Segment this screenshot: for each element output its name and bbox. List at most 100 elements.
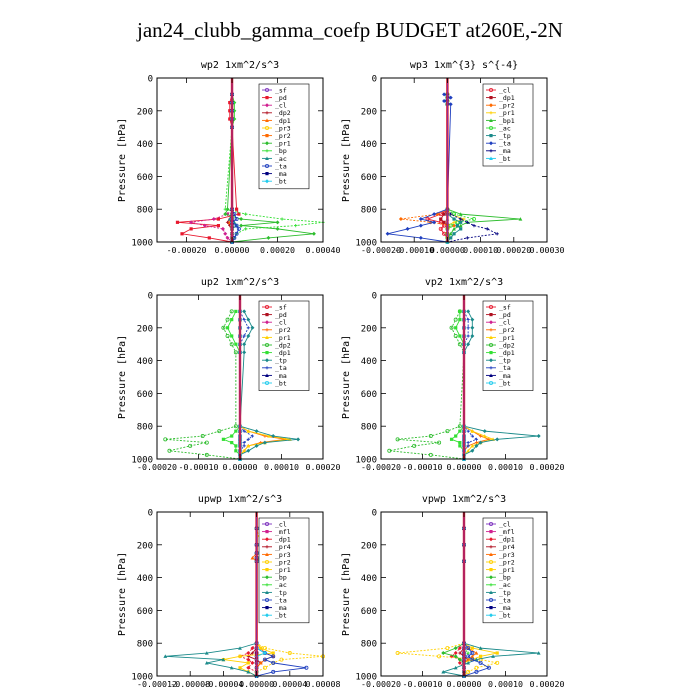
data-point: [258, 660, 263, 665]
data-point: [259, 646, 263, 650]
legend-label: _tp: [499, 357, 511, 365]
y-tick-label: 200: [361, 324, 377, 334]
legend-marker: [265, 96, 269, 100]
y-tick-label: 800: [361, 423, 377, 433]
data-point: [466, 326, 470, 330]
data-point: [441, 651, 446, 656]
data-point: [479, 654, 483, 658]
legend-label: _ma: [499, 147, 511, 155]
legend-label: _dp1: [275, 536, 291, 544]
data-point: [459, 220, 463, 224]
legend-marker: [489, 118, 493, 122]
data-point: [459, 227, 463, 231]
data-point: [246, 334, 251, 338]
x-tick-label: 0.00004: [272, 679, 307, 689]
data-point: [229, 309, 234, 314]
data-point: [238, 654, 242, 658]
series-line: [165, 311, 241, 460]
legend-marker: [489, 149, 493, 153]
data-point: [271, 651, 275, 655]
chart-panel-5: upwp 1xm^2/s^3 Pressure [hPa] 0 200 400 600 80…: [117, 494, 340, 689]
data-point: [470, 646, 474, 650]
data-point: [466, 318, 470, 322]
data-point: [242, 350, 247, 355]
legend-marker: [489, 111, 493, 115]
data-point: [254, 443, 259, 448]
legend-label: _ta: [499, 364, 511, 372]
data-point: [221, 325, 226, 330]
chart-title: wp3 1xm^{3} s^{-4}: [410, 60, 518, 71]
legend-label: _ta: [275, 162, 287, 170]
data-point: [246, 651, 251, 656]
data-point: [204, 440, 209, 445]
data-point: [398, 217, 403, 222]
legend-marker: [265, 613, 269, 618]
data-point: [228, 109, 232, 113]
data-point: [229, 665, 234, 670]
x-tick-label: -0.00004: [203, 679, 243, 689]
data-point: [432, 220, 437, 225]
legend-marker: [265, 568, 269, 572]
data-point: [466, 444, 470, 448]
y-tick-label: 400: [137, 357, 153, 367]
data-point: [418, 235, 423, 240]
x-tick-label: -0.00010: [179, 462, 219, 472]
data-point: [482, 429, 487, 434]
legend-marker: [488, 342, 493, 347]
data-point: [536, 651, 541, 655]
data-point: [442, 212, 446, 216]
data-point: [437, 654, 442, 659]
legend-label: _cl: [499, 86, 511, 94]
y-tick-label: 600: [137, 173, 153, 183]
legend-label: _ma: [499, 372, 511, 380]
data-point: [204, 660, 209, 665]
data-point: [234, 429, 238, 433]
legend: _cl_mfl_dp1_pr4_pr3_pr2_pr1_bp_ac_tp_ta_…: [258, 517, 310, 624]
legend-label: _cl: [275, 102, 287, 110]
legend-marker: [265, 358, 269, 363]
legend-label: _pr3: [275, 551, 291, 559]
y-tick-label: 200: [137, 541, 153, 551]
legend-marker: [489, 366, 493, 370]
x-tick-label: 0.00020: [306, 462, 341, 472]
x-tick-label: 0.00000: [430, 245, 465, 255]
legend-marker: [265, 366, 269, 370]
legend-marker: [265, 606, 269, 610]
data-point: [470, 334, 475, 338]
legend-label: _pr1: [499, 566, 515, 574]
data-point: [233, 350, 238, 355]
data-point: [223, 207, 227, 211]
legend-label: _cl: [275, 520, 287, 528]
legend-marker: [489, 606, 493, 610]
page-title: jan24_clubb_gamma_coefp BUDGET at260E,-2…: [137, 18, 563, 42]
data-point: [246, 317, 251, 322]
legend-marker: [264, 342, 269, 347]
x-tick-label: 0.00000: [215, 245, 250, 255]
data-point: [262, 651, 267, 656]
data-point: [438, 226, 443, 231]
legend-label: _pr1: [275, 334, 291, 342]
data-point: [246, 657, 251, 662]
legend-label: _tp: [499, 589, 511, 597]
data-point: [442, 220, 446, 224]
legend-marker: [264, 304, 269, 309]
y-tick-label: 200: [137, 107, 153, 117]
data-point: [244, 227, 248, 231]
data-point: [230, 334, 234, 338]
legend: _sf_pd_cl_dp2_dp1_pr3_pr2_pr1_bp_ac_ta_m…: [258, 83, 310, 190]
data-point: [242, 342, 247, 347]
legend-marker: [265, 149, 269, 153]
data-point: [311, 231, 316, 236]
legend-marker: [489, 590, 493, 594]
data-point: [267, 434, 271, 438]
data-point: [470, 325, 475, 330]
data-point: [242, 309, 247, 314]
legend-label: _pr4: [275, 543, 291, 551]
legend-label: _cl: [499, 520, 511, 528]
data-point: [453, 651, 458, 656]
legend-marker: [265, 335, 269, 339]
legend-label: _ta: [275, 596, 287, 604]
legend-marker: [265, 179, 269, 184]
legend-marker: [265, 320, 269, 325]
x-tick-label: -0.00012: [137, 679, 177, 689]
